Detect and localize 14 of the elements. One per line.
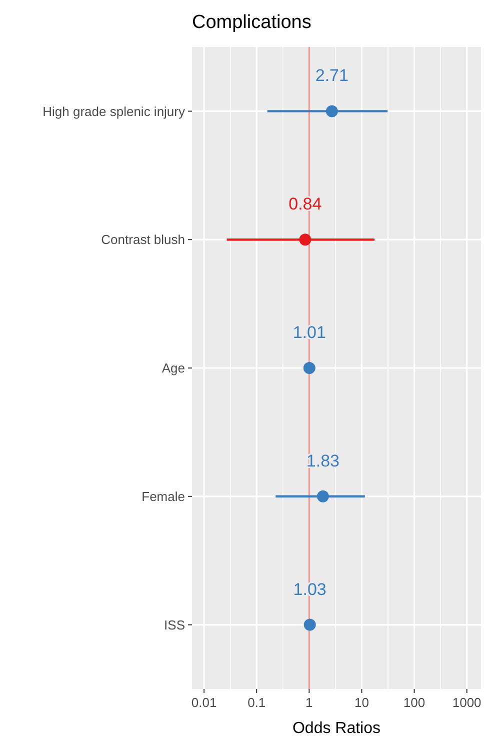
x-tick-label: 1 (306, 695, 313, 710)
y-tick-label: Contrast blush (101, 232, 185, 248)
x-tick-label: 100 (403, 695, 426, 710)
data-label: 2.71 (315, 66, 348, 86)
y-tick-label: ISS (164, 617, 186, 632)
y-tick-label: Female (142, 488, 185, 504)
y-tick-label: Age (162, 360, 185, 376)
y-tick-label: High grade splenic injury (42, 104, 186, 119)
x-tick-label: 0.1 (248, 695, 266, 710)
x-tick-label: 0.01 (191, 695, 217, 710)
x-tick-label: 1000 (452, 695, 482, 710)
chart-title: Complications (192, 12, 312, 33)
x-axis-title: Odds Ratios (292, 720, 381, 737)
x-tick-label: 10 (354, 695, 369, 710)
